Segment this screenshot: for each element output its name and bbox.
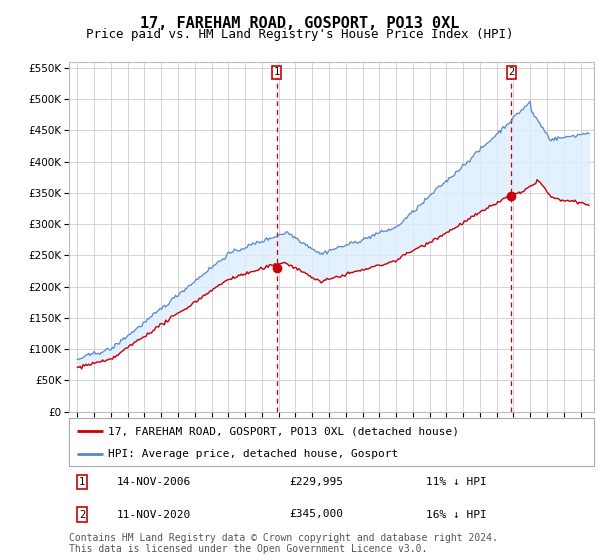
Text: £345,000: £345,000: [290, 510, 343, 520]
Text: 2: 2: [508, 67, 515, 77]
Text: Contains HM Land Registry data © Crown copyright and database right 2024.
This d: Contains HM Land Registry data © Crown c…: [69, 533, 498, 554]
Text: 1: 1: [79, 477, 85, 487]
Text: 11-NOV-2020: 11-NOV-2020: [116, 510, 191, 520]
Text: £229,995: £229,995: [290, 477, 343, 487]
Text: 17, FAREHAM ROAD, GOSPORT, PO13 0XL: 17, FAREHAM ROAD, GOSPORT, PO13 0XL: [140, 16, 460, 31]
Text: 17, FAREHAM ROAD, GOSPORT, PO13 0XL (detached house): 17, FAREHAM ROAD, GOSPORT, PO13 0XL (det…: [109, 426, 460, 436]
Text: 11% ↓ HPI: 11% ↓ HPI: [426, 477, 487, 487]
Text: 16% ↓ HPI: 16% ↓ HPI: [426, 510, 487, 520]
Text: 1: 1: [274, 67, 280, 77]
Text: 14-NOV-2006: 14-NOV-2006: [116, 477, 191, 487]
Text: 2: 2: [79, 510, 85, 520]
Text: Price paid vs. HM Land Registry's House Price Index (HPI): Price paid vs. HM Land Registry's House …: [86, 28, 514, 41]
Text: HPI: Average price, detached house, Gosport: HPI: Average price, detached house, Gosp…: [109, 449, 398, 459]
